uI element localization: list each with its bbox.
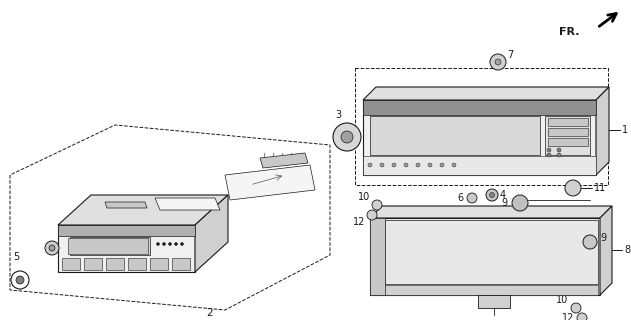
Polygon shape: [150, 258, 168, 270]
Circle shape: [467, 193, 477, 203]
Text: 9: 9: [600, 233, 606, 243]
Polygon shape: [355, 68, 608, 185]
Circle shape: [16, 276, 24, 284]
Text: 12: 12: [353, 217, 365, 227]
Circle shape: [577, 313, 587, 320]
Circle shape: [557, 153, 561, 157]
Polygon shape: [195, 195, 228, 272]
Circle shape: [380, 163, 384, 167]
Text: 9: 9: [502, 198, 508, 208]
Circle shape: [367, 210, 377, 220]
Polygon shape: [68, 238, 148, 254]
Text: 2: 2: [207, 308, 213, 318]
Polygon shape: [10, 125, 330, 310]
Polygon shape: [600, 206, 612, 295]
Polygon shape: [363, 100, 596, 115]
Polygon shape: [478, 295, 510, 308]
Text: 12: 12: [562, 313, 574, 320]
Circle shape: [372, 200, 382, 210]
Polygon shape: [128, 258, 146, 270]
Polygon shape: [70, 237, 150, 255]
Text: 3: 3: [335, 110, 341, 120]
Polygon shape: [370, 116, 540, 155]
Polygon shape: [363, 156, 596, 175]
Circle shape: [490, 54, 506, 70]
Polygon shape: [548, 138, 588, 146]
Circle shape: [341, 131, 353, 143]
Polygon shape: [58, 225, 195, 272]
Polygon shape: [385, 220, 598, 284]
Polygon shape: [596, 87, 609, 175]
Polygon shape: [370, 218, 385, 295]
Circle shape: [163, 243, 165, 245]
Polygon shape: [385, 285, 598, 295]
Circle shape: [180, 243, 184, 245]
Circle shape: [156, 243, 160, 245]
Polygon shape: [363, 100, 596, 175]
Circle shape: [333, 123, 361, 151]
Polygon shape: [105, 202, 147, 208]
Polygon shape: [363, 87, 609, 100]
Circle shape: [440, 163, 444, 167]
Circle shape: [404, 163, 408, 167]
Text: 10: 10: [358, 192, 370, 202]
Polygon shape: [548, 118, 588, 126]
Polygon shape: [260, 153, 308, 168]
Polygon shape: [155, 198, 220, 210]
Polygon shape: [225, 165, 315, 200]
Circle shape: [392, 163, 396, 167]
Circle shape: [547, 148, 551, 152]
Circle shape: [168, 243, 172, 245]
Circle shape: [368, 163, 372, 167]
Circle shape: [547, 153, 551, 157]
Polygon shape: [62, 258, 80, 270]
Text: 5: 5: [13, 252, 19, 262]
Circle shape: [512, 195, 528, 211]
Circle shape: [428, 163, 432, 167]
Text: 1: 1: [622, 125, 628, 135]
Polygon shape: [370, 218, 600, 295]
Circle shape: [571, 303, 581, 313]
Text: FR.: FR.: [560, 27, 580, 37]
Circle shape: [11, 271, 29, 289]
Circle shape: [565, 180, 581, 196]
Polygon shape: [58, 195, 228, 225]
Circle shape: [452, 163, 456, 167]
Circle shape: [486, 189, 498, 201]
Text: 11: 11: [594, 183, 606, 193]
Polygon shape: [548, 128, 588, 136]
Circle shape: [495, 59, 501, 65]
Text: 7: 7: [507, 50, 513, 60]
Circle shape: [45, 241, 59, 255]
Text: 4: 4: [500, 190, 506, 200]
Text: 10: 10: [556, 295, 568, 305]
Text: 6: 6: [457, 193, 463, 203]
Polygon shape: [172, 258, 190, 270]
Circle shape: [583, 235, 597, 249]
Circle shape: [49, 245, 55, 251]
Text: 8: 8: [624, 245, 630, 255]
Polygon shape: [370, 206, 612, 218]
Polygon shape: [84, 258, 102, 270]
Polygon shape: [58, 225, 195, 236]
Polygon shape: [106, 258, 124, 270]
Circle shape: [416, 163, 420, 167]
Circle shape: [175, 243, 177, 245]
Circle shape: [557, 148, 561, 152]
Circle shape: [490, 193, 495, 197]
Polygon shape: [545, 116, 590, 155]
